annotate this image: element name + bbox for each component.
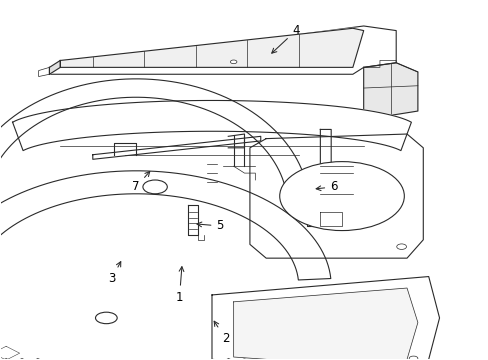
Polygon shape [60,28,363,67]
Ellipse shape [95,312,117,324]
Ellipse shape [408,356,417,360]
Polygon shape [49,26,395,74]
Text: 1: 1 [175,267,183,304]
Text: 5: 5 [197,220,224,233]
Polygon shape [187,205,198,235]
Ellipse shape [396,244,406,249]
Text: 3: 3 [108,262,121,285]
Text: 2: 2 [214,321,229,345]
Polygon shape [306,212,363,226]
Polygon shape [320,130,352,212]
Polygon shape [249,134,423,258]
Polygon shape [93,136,260,159]
Polygon shape [0,79,307,208]
Polygon shape [212,276,439,360]
Text: 7: 7 [132,171,149,193]
Polygon shape [13,100,410,150]
Ellipse shape [279,162,404,230]
Polygon shape [49,60,60,74]
Ellipse shape [230,60,236,64]
Text: 4: 4 [271,24,299,53]
Polygon shape [233,288,417,360]
Polygon shape [0,171,330,280]
Polygon shape [363,63,417,118]
Text: 6: 6 [316,180,337,193]
Ellipse shape [142,180,167,194]
